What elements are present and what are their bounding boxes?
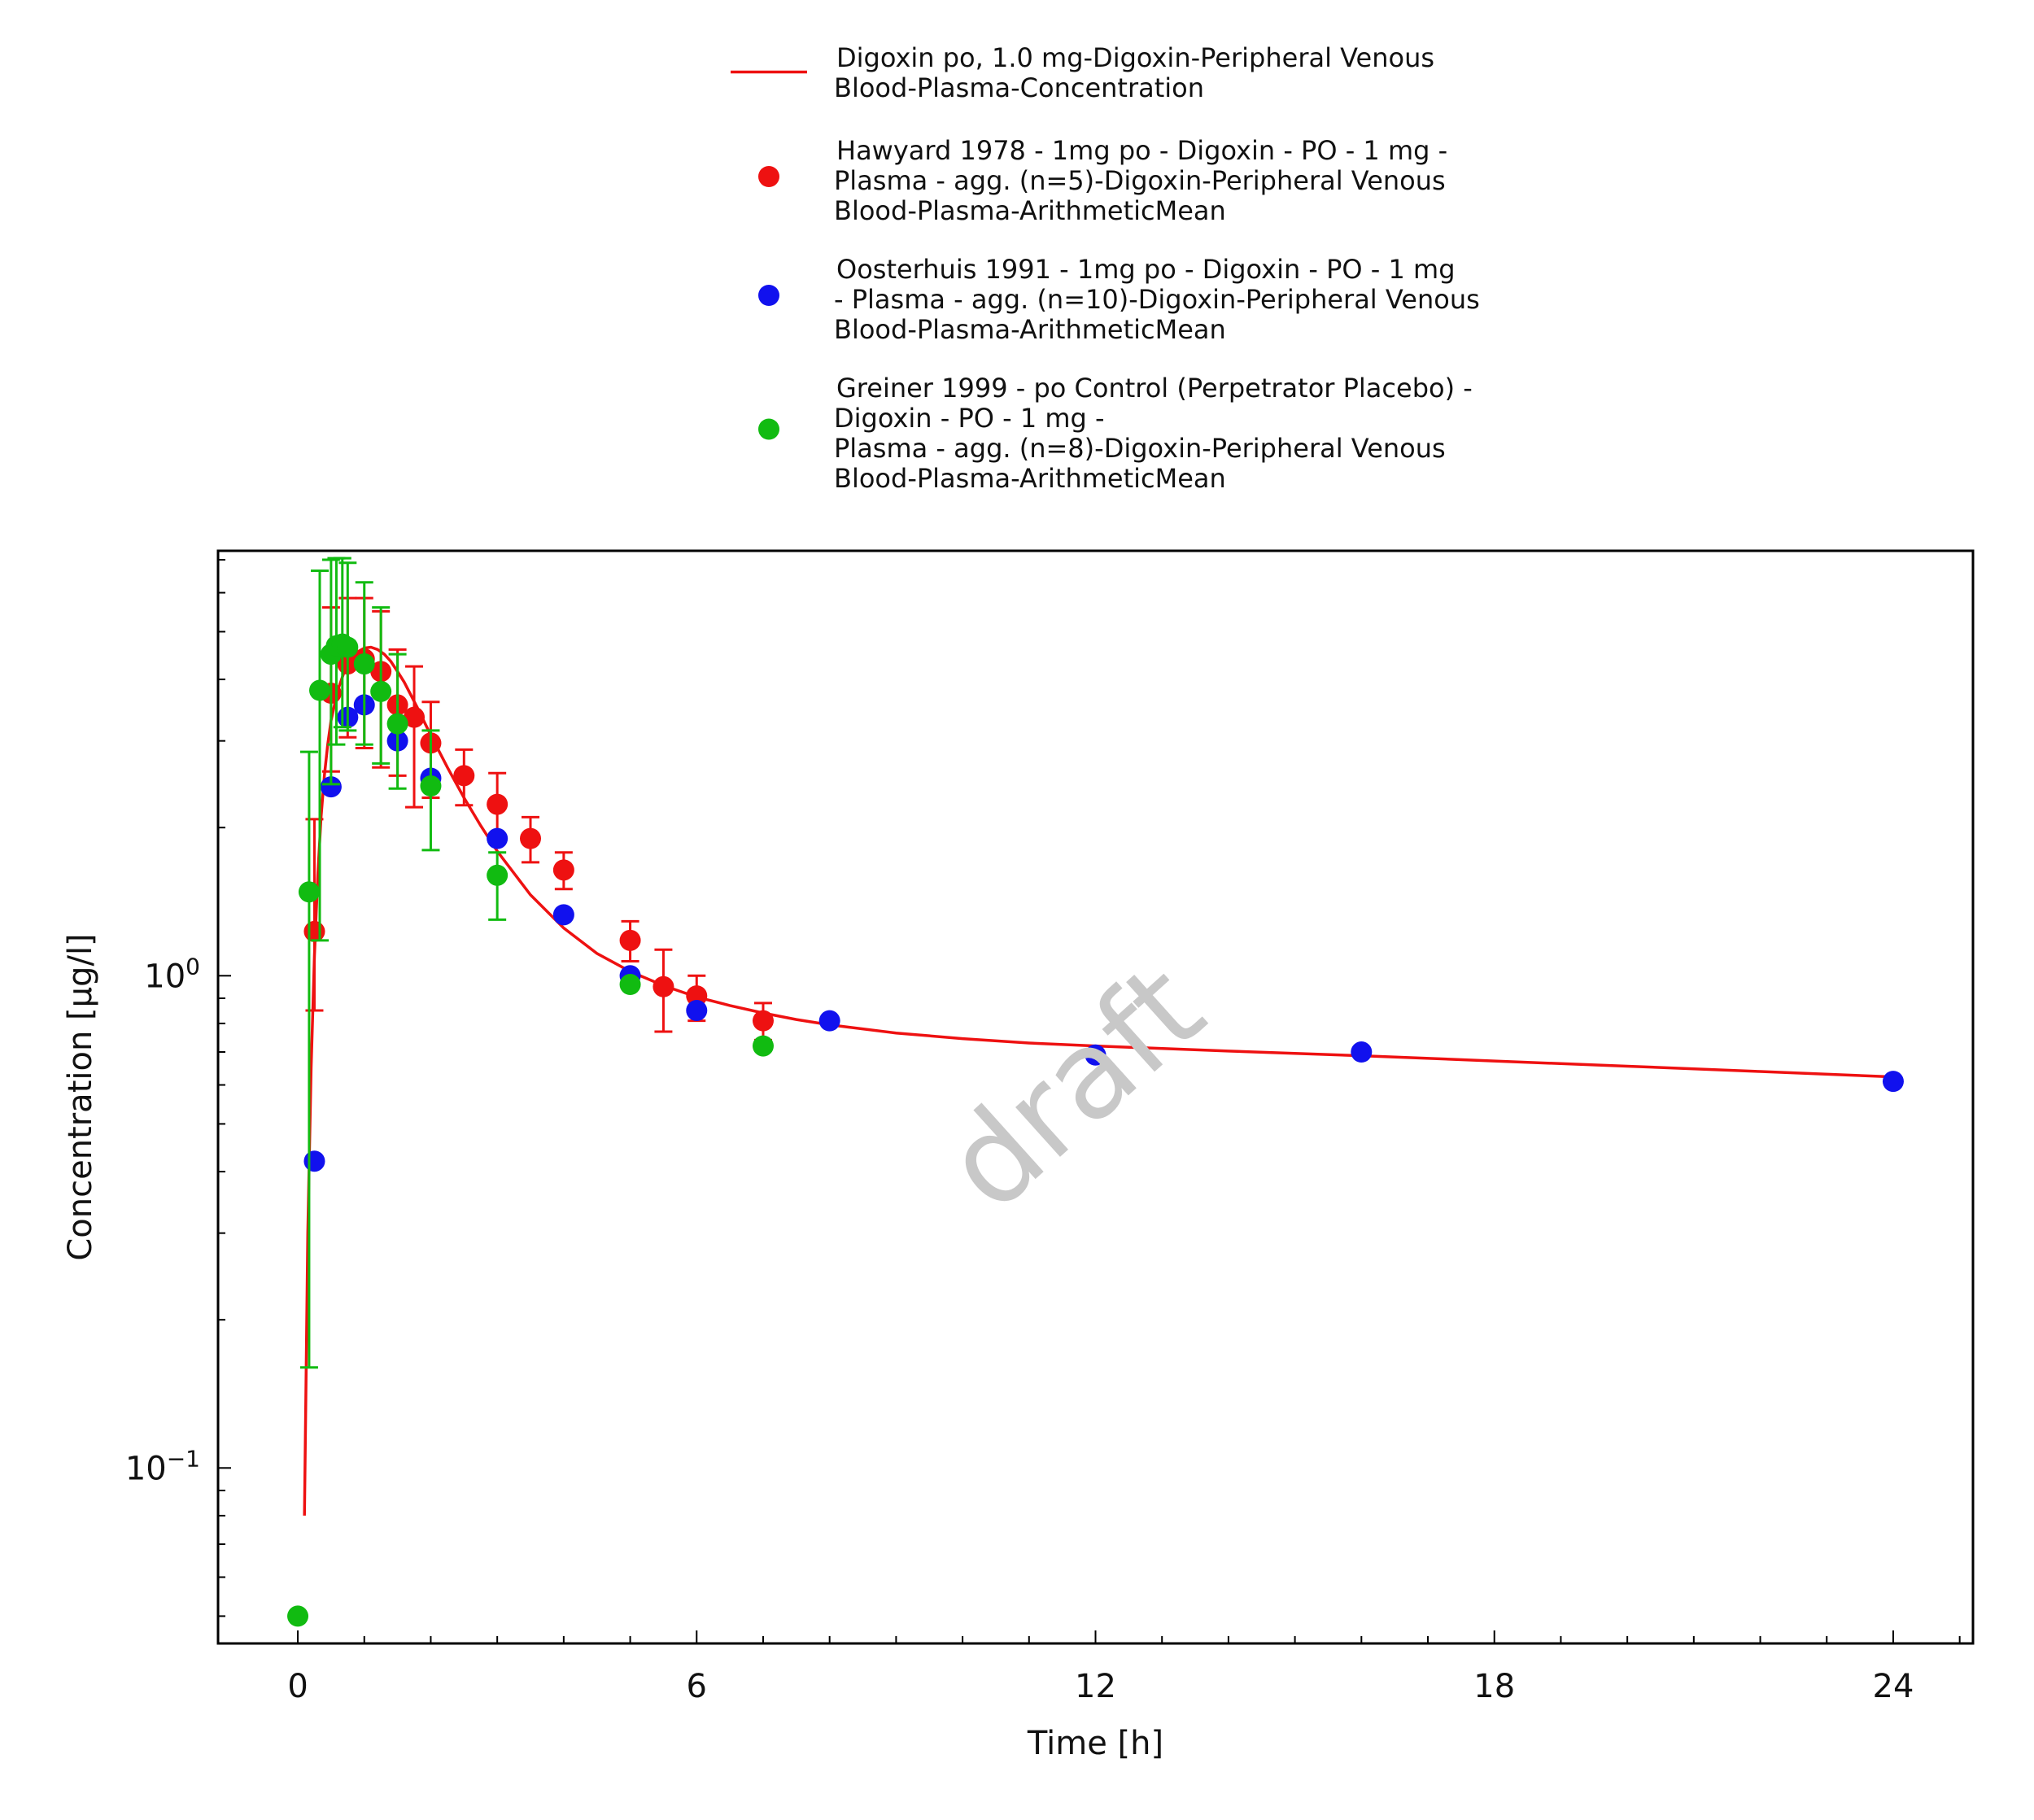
data-point (552, 859, 574, 881)
data-point (686, 985, 708, 1007)
data-point (303, 920, 325, 942)
legend-label-line: Plasma - agg. (n=5)-Digoxin-Peripheral V… (834, 165, 1446, 196)
series-layer (287, 556, 1904, 1627)
x-axis-title: Time [h] (1027, 1725, 1163, 1762)
legend-label-line: Digoxin - PO - 1 mg - (834, 403, 1105, 434)
y-tick-exponent: 0 (186, 953, 200, 980)
data-point (370, 680, 392, 702)
legend-entry: Digoxin po, 1.0 mg-Digoxin-Peripheral Ve… (731, 42, 1434, 103)
data-point (420, 775, 442, 797)
legend-label-line: Blood-Plasma-ArithmeticMean (834, 314, 1226, 345)
draft-watermark: draft (919, 938, 1230, 1238)
legend-label-line: Plasma - agg. (n=8)-Digoxin-Peripheral V… (834, 433, 1446, 464)
x-tick-label: 0 (287, 1668, 308, 1705)
y-tick-label: 10−1 (125, 1445, 200, 1487)
y-tick-base: 10 (144, 958, 186, 995)
data-point (453, 765, 475, 787)
data-point (752, 1010, 774, 1032)
y-axis-title: Concentration [µg/l] (62, 933, 99, 1260)
x-tick-label: 24 (1873, 1668, 1914, 1705)
data-point (619, 974, 641, 996)
legend-label-line: Blood-Plasma-ArithmeticMean (834, 195, 1226, 226)
data-point (619, 929, 641, 951)
x-tick-label: 6 (687, 1668, 707, 1705)
data-point (1882, 1071, 1904, 1093)
legend-marker (758, 285, 779, 306)
data-point (818, 1010, 840, 1032)
data-point (487, 793, 508, 815)
x-tick-label: 12 (1075, 1668, 1116, 1705)
legend-label-line: Greiner 1999 - po Control (Perpetrator P… (836, 373, 1473, 404)
legend-entry: Oosterhuis 1991 - 1mg po - Digoxin - PO … (758, 254, 1480, 345)
legend-entry: Hawyard 1978 - 1mg po - Digoxin - PO - 1… (758, 135, 1447, 226)
data-point (298, 881, 320, 903)
legend-label-line: Blood-Plasma-Concentration (834, 72, 1204, 103)
data-point (1351, 1041, 1373, 1063)
legend-marker (758, 166, 779, 187)
data-point (287, 1605, 309, 1627)
legend-entry: Greiner 1999 - po Control (Perpetrator P… (758, 373, 1473, 494)
legend-marker (758, 418, 779, 440)
series-3 (287, 556, 774, 1627)
data-point (353, 653, 375, 675)
data-point (303, 1150, 325, 1172)
data-point (653, 975, 674, 997)
legend-label-line: Hawyard 1978 - 1mg po - Digoxin - PO - 1… (836, 135, 1447, 166)
y-tick-exponent: −1 (167, 1445, 200, 1472)
data-point (552, 904, 574, 926)
data-point (404, 706, 426, 728)
data-point (487, 827, 508, 849)
data-point (686, 1000, 708, 1022)
data-point (337, 636, 359, 658)
data-point (386, 713, 408, 735)
legend-label-line: Oosterhuis 1991 - 1mg po - Digoxin - PO … (836, 254, 1456, 285)
data-point (520, 827, 542, 849)
legend-label-line: Blood-Plasma-ArithmeticMean (834, 463, 1226, 494)
legend: Digoxin po, 1.0 mg-Digoxin-Peripheral Ve… (731, 42, 1480, 494)
data-point (752, 1035, 774, 1057)
legend-label-line: Digoxin po, 1.0 mg-Digoxin-Peripheral Ve… (836, 42, 1434, 73)
series-1 (303, 596, 774, 1041)
data-point (320, 776, 342, 798)
data-point (487, 864, 508, 886)
y-tick-base: 10 (125, 1450, 167, 1487)
data-point (309, 679, 331, 701)
data-point (1085, 1044, 1106, 1066)
y-tick-label: 100 (144, 953, 200, 995)
legend-label-line: - Plasma - agg. (n=10)-Digoxin-Periphera… (834, 284, 1480, 315)
x-tick-label: 18 (1473, 1668, 1515, 1705)
